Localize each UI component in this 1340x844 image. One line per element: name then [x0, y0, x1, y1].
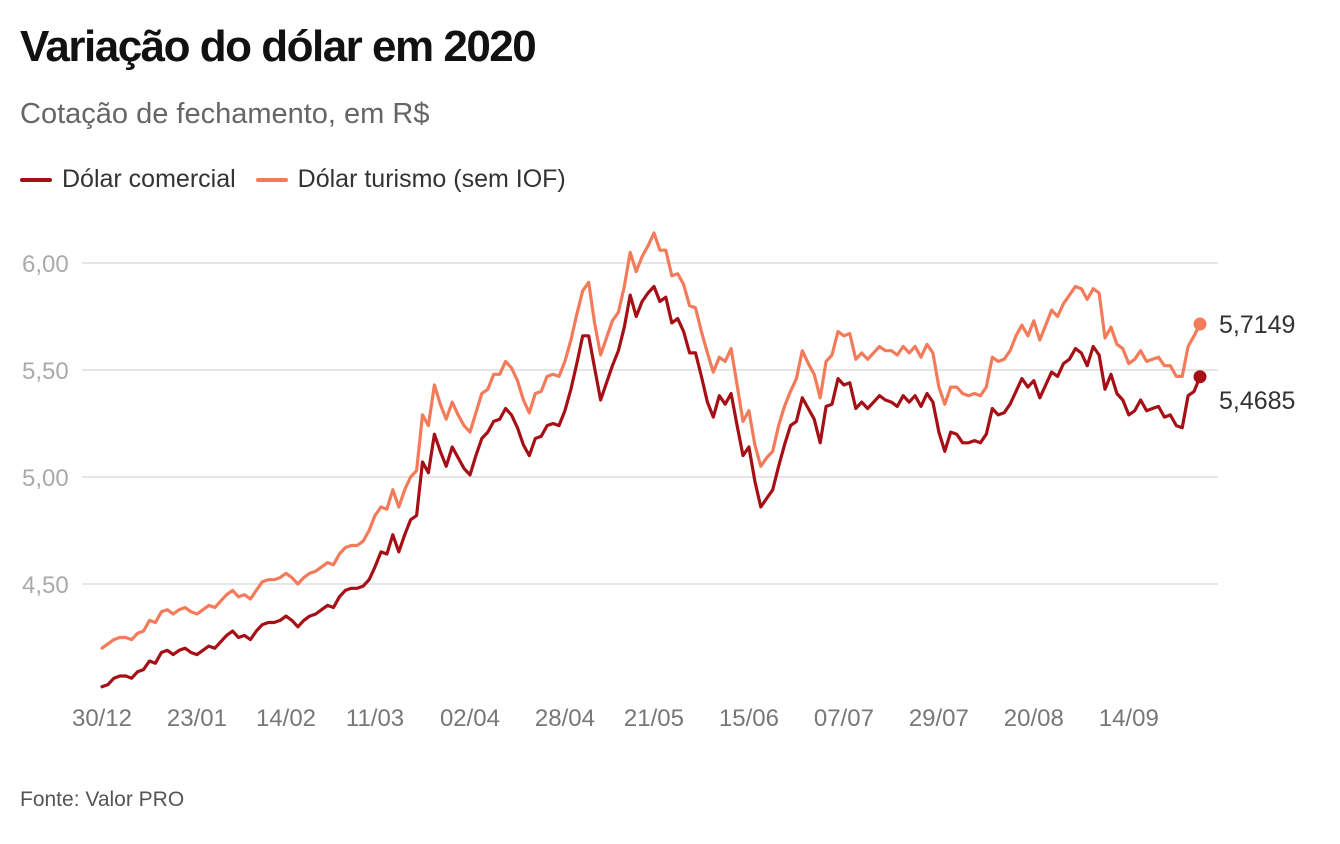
- x-tick-label: 07/07: [814, 705, 874, 732]
- y-tick-label: 4,50: [22, 572, 69, 599]
- legend-label-turismo: Dólar turismo (sem IOF): [297, 165, 566, 193]
- y-axis-ticks: 4,50 5,00 5,50 6,00: [22, 251, 69, 599]
- grid-lines: [82, 262, 1218, 585]
- end-label-turismo: 5,7149: [1219, 311, 1295, 339]
- series-lines: [100, 231, 1202, 689]
- x-tick-label: 28/04: [535, 705, 595, 732]
- x-axis-ticks: 30/12 23/01 14/02 11/03 02/04 28/04 21/05 15/06…: [72, 705, 1159, 732]
- end-point-turismo: [1193, 317, 1207, 331]
- x-tick-label: 29/07: [909, 705, 969, 732]
- x-tick-label: 15/06: [719, 705, 779, 732]
- chart-title: Variação do dólar em 2020: [20, 22, 537, 71]
- x-tick-label: 11/03: [346, 705, 404, 732]
- x-tick-label: 14/09: [1099, 705, 1159, 732]
- y-tick-label: 5,00: [22, 465, 69, 492]
- legend-item-turismo: Dólar turismo (sem IOF): [255, 165, 566, 194]
- chart-subtitle: Cotação de fechamento, em R$: [20, 98, 430, 130]
- end-point-comercial: [1193, 370, 1207, 384]
- series-line-turismo: [100, 231, 1202, 650]
- legend: Dólar comercial Dólar turismo (sem IOF): [20, 165, 586, 194]
- source-note: Fonte: Valor PRO: [20, 788, 185, 811]
- legend-swatch-turismo: [255, 177, 288, 182]
- x-tick-label: 20/08: [1004, 705, 1064, 732]
- legend-swatch-comercial: [20, 177, 52, 182]
- x-tick-label: 02/04: [440, 705, 500, 732]
- x-tick-label: 30/12: [72, 705, 132, 732]
- x-tick-label: 14/02: [256, 705, 316, 732]
- x-tick-label: 23/01: [167, 705, 227, 732]
- end-label-comercial: 5,4685: [1219, 387, 1295, 415]
- y-tick-label: 6,00: [22, 251, 69, 278]
- y-tick-label: 5,50: [22, 358, 69, 385]
- legend-label-comercial: Dólar comercial: [62, 165, 236, 193]
- end-markers: 5,7149 5,4685: [1193, 311, 1295, 415]
- legend-item-comercial: Dólar comercial: [20, 165, 236, 194]
- x-tick-label: 21/05: [624, 705, 684, 732]
- series-line-comercial: [100, 284, 1202, 689]
